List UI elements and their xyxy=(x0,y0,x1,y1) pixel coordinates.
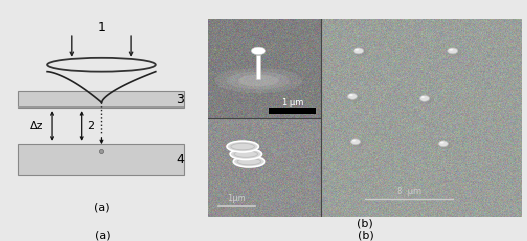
Ellipse shape xyxy=(230,149,261,160)
Ellipse shape xyxy=(421,96,434,104)
Ellipse shape xyxy=(233,156,265,167)
Bar xyxy=(18,106,184,108)
Text: (b): (b) xyxy=(357,219,373,229)
Bar xyxy=(257,55,260,79)
Ellipse shape xyxy=(352,140,365,147)
Ellipse shape xyxy=(419,95,430,101)
Ellipse shape xyxy=(440,142,453,149)
Ellipse shape xyxy=(448,49,462,56)
Text: 1 μm: 1 μm xyxy=(282,98,304,107)
Text: 1: 1 xyxy=(97,21,105,34)
Ellipse shape xyxy=(355,49,368,56)
Ellipse shape xyxy=(450,49,453,51)
Ellipse shape xyxy=(227,72,290,89)
Text: 3: 3 xyxy=(177,93,184,106)
Text: 8  μm: 8 μm xyxy=(397,187,421,195)
Ellipse shape xyxy=(227,141,258,152)
Ellipse shape xyxy=(352,140,356,142)
Ellipse shape xyxy=(348,94,362,102)
Text: (a): (a) xyxy=(94,203,109,213)
Ellipse shape xyxy=(438,141,448,147)
Text: 4: 4 xyxy=(177,153,184,166)
Ellipse shape xyxy=(347,93,357,99)
Ellipse shape xyxy=(251,47,266,55)
Ellipse shape xyxy=(238,75,279,86)
Ellipse shape xyxy=(355,49,359,51)
Text: 1μm: 1μm xyxy=(227,194,246,203)
Text: Δz: Δz xyxy=(31,121,44,131)
Ellipse shape xyxy=(421,96,425,98)
Bar xyxy=(18,91,184,108)
Bar xyxy=(18,144,184,175)
Bar xyxy=(269,108,316,114)
Text: 2: 2 xyxy=(86,121,94,131)
Ellipse shape xyxy=(440,142,444,144)
Text: (a): (a) xyxy=(95,231,111,241)
Ellipse shape xyxy=(349,94,353,96)
Text: (b): (b) xyxy=(358,231,374,241)
Ellipse shape xyxy=(354,48,364,54)
Ellipse shape xyxy=(448,48,458,54)
Ellipse shape xyxy=(214,68,302,93)
Ellipse shape xyxy=(350,139,360,145)
